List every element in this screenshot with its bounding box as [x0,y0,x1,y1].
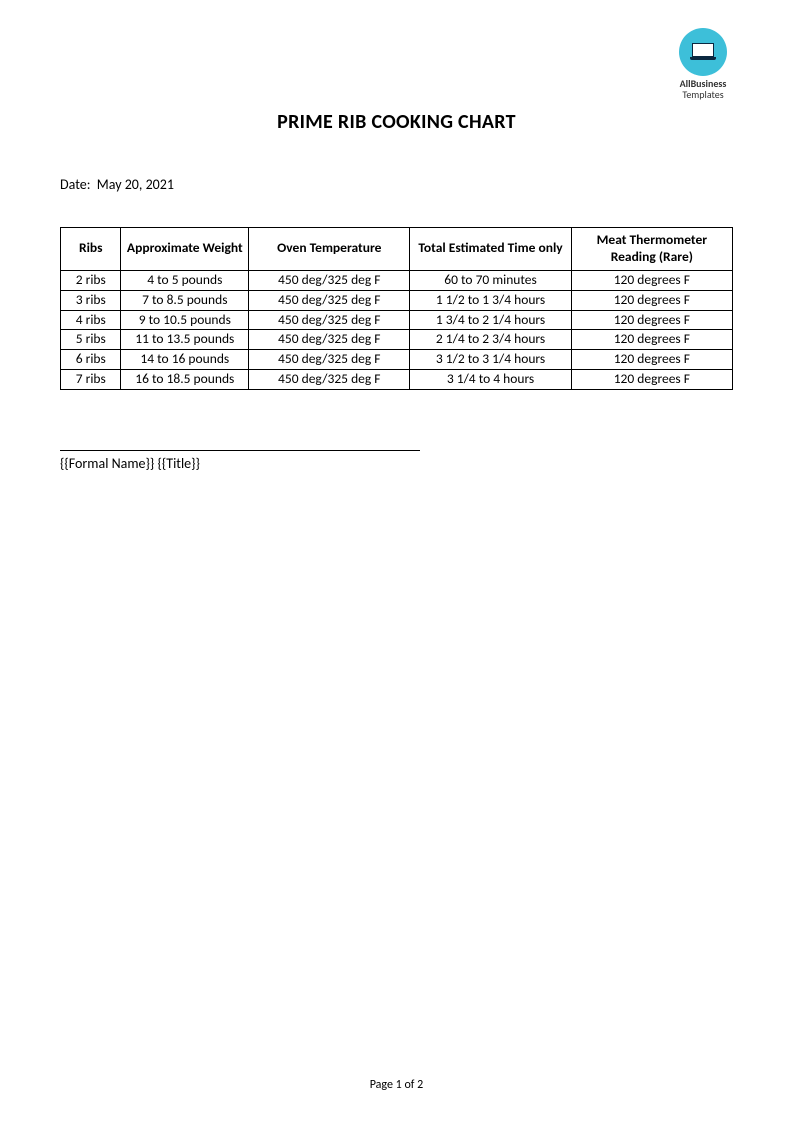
brand-logo: AllBusiness Templates [663,28,743,100]
table-cell: 5 ribs [61,330,121,350]
col-header-ribs: Ribs [61,228,121,271]
col-header-temperature: Oven Temperature [249,228,410,271]
table-cell: 450 deg/325 deg F [249,330,410,350]
page-footer: Page 1 of 2 [0,1078,793,1092]
col-header-time: Total Estimated Time only [410,228,571,271]
table-cell: 3 1/2 to 3 1/4 hours [410,350,571,370]
table-cell: 7 ribs [61,370,121,390]
table-header-row: Ribs Approximate Weight Oven Temperature… [61,228,733,271]
table-cell: 120 degrees F [571,270,732,290]
table-cell: 120 degrees F [571,290,732,310]
signature-line [60,450,420,451]
logo-line2: Templates [682,88,723,101]
table-cell: 9 to 10.5 pounds [121,310,249,330]
table-cell: 120 degrees F [571,310,732,330]
table-cell: 11 to 13.5 pounds [121,330,249,350]
table-cell: 120 degrees F [571,370,732,390]
col-header-thermometer: Meat Thermometer Reading (Rare) [571,228,732,271]
table-row: 7 ribs16 to 18.5 pounds450 deg/325 deg F… [61,370,733,390]
table-cell: 1 1/2 to 1 3/4 hours [410,290,571,310]
table-row: 3 ribs7 to 8.5 pounds450 deg/325 deg F1 … [61,290,733,310]
table-cell: 60 to 70 minutes [410,270,571,290]
table-cell: 2 1/4 to 2 3/4 hours [410,330,571,350]
cooking-chart-table: Ribs Approximate Weight Oven Temperature… [60,227,733,390]
table-cell: 16 to 18.5 pounds [121,370,249,390]
table-cell: 450 deg/325 deg F [249,310,410,330]
date-label: Date: [60,176,90,193]
table-cell: 450 deg/325 deg F [249,370,410,390]
table-row: 2 ribs4 to 5 pounds450 deg/325 deg F60 t… [61,270,733,290]
table-cell: 4 to 5 pounds [121,270,249,290]
table-row: 4 ribs9 to 10.5 pounds450 deg/325 deg F1… [61,310,733,330]
table-cell: 2 ribs [61,270,121,290]
date-value: May 20, 2021 [97,176,174,193]
table-cell: 7 to 8.5 pounds [121,290,249,310]
logo-text: AllBusiness Templates [663,78,743,100]
table-cell: 3 1/4 to 4 hours [410,370,571,390]
table-cell: 3 ribs [61,290,121,310]
table-cell: 1 3/4 to 2 1/4 hours [410,310,571,330]
table-row: 6 ribs14 to 16 pounds450 deg/325 deg F3 … [61,350,733,370]
signature-placeholder: {{Formal Name}} {{Title}} [60,455,733,472]
page-title: PRIME RIB COOKING CHART [60,110,733,134]
laptop-icon [679,28,727,76]
table-cell: 4 ribs [61,310,121,330]
table-cell: 120 degrees F [571,330,732,350]
table-cell: 14 to 16 pounds [121,350,249,370]
table-cell: 450 deg/325 deg F [249,290,410,310]
table-cell: 120 degrees F [571,350,732,370]
table-row: 5 ribs11 to 13.5 pounds450 deg/325 deg F… [61,330,733,350]
date-line: Date: May 20, 2021 [60,176,733,193]
table-cell: 450 deg/325 deg F [249,270,410,290]
table-cell: 450 deg/325 deg F [249,350,410,370]
col-header-weight: Approximate Weight [121,228,249,271]
table-cell: 6 ribs [61,350,121,370]
